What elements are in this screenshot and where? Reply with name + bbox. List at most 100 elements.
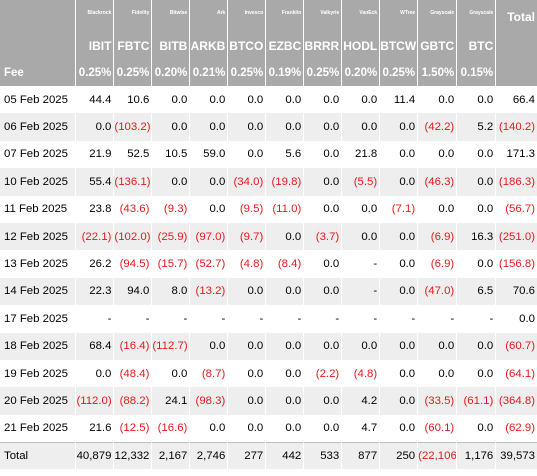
flow-value-ibit: 0.0 — [75, 359, 114, 388]
cumulative-total-gbtc: (22,106) — [417, 442, 457, 470]
table-row: 11 Feb 2025 23.8 (43.6) (9.3) 0.0 (9.5) (11.0)… — [0, 195, 537, 223]
flow-value-hodl: 0.0 — [341, 113, 380, 141]
table-row: 17 Feb 2025- - - - - - - - - - -0.0 — [0, 305, 537, 333]
flow-value-brrr: 0.0 — [303, 86, 342, 114]
flow-value-ezbc: (11.0) — [265, 195, 304, 223]
flow-value-ibit: (22.1) — [75, 222, 114, 251]
row-date: 19 Feb 2025 — [0, 359, 76, 388]
ticker-header: EZBC — [265, 33, 304, 59]
flow-value-arkb: 0.0 — [189, 414, 228, 443]
flow-value-brrr: 0.0 — [303, 250, 342, 278]
table-row: 05 Feb 2025 44.4 10.6 0.0 0.0 0.0 0.0 0.0 0.0 11.… — [0, 86, 537, 114]
row-date: 10 Feb 2025 — [0, 168, 76, 196]
grand-total: 39,573 — [495, 442, 537, 470]
flow-value-brrr: (2.2) — [303, 359, 342, 388]
flow-value-ezbc: 0.0 — [265, 387, 304, 415]
ticker-header: FBTC — [113, 33, 152, 59]
cumulative-total-btco: 277 — [227, 442, 266, 470]
table-row: 10 Feb 2025 55.4 (136.1) 0.0 0.0 (34.0) (19.8)… — [0, 168, 537, 196]
issuer-name: Grayscale — [417, 0, 457, 33]
ticker-header: BTC — [456, 33, 496, 59]
table-row: 20 Feb 2025 (112.0) (88.2) 24.1 (98.3) 0.0 0.0… — [0, 387, 537, 415]
flow-value-brrr: - — [303, 305, 342, 333]
table-header: Blackrock Fidelity Bitwise Ark Invesco F… — [0, 0, 537, 86]
flow-value-btc: 5.2 — [456, 113, 496, 141]
flow-value-brrr: 0.0 — [303, 414, 342, 443]
flow-value-ezbc: 0.0 — [265, 222, 304, 251]
row-date: 05 Feb 2025 — [0, 86, 76, 114]
ticker-header: HODL — [341, 33, 380, 59]
flow-value-btco: 0.0 — [227, 332, 266, 360]
flow-value-ezbc: 0.0 — [265, 113, 304, 141]
flow-value-bitb: (25.9) — [151, 222, 190, 251]
row-total: (60.7) — [495, 332, 537, 360]
flow-value-ibit: - — [75, 305, 114, 333]
cumulative-total-arkb: 2,746 — [189, 442, 228, 470]
flow-value-ezbc: - — [265, 305, 304, 333]
flow-value-arkb: (97.0) — [189, 222, 228, 251]
flow-value-btc: - — [456, 305, 496, 333]
row-total: 66.4 — [495, 86, 537, 114]
flow-value-btcw: 11.4 — [379, 86, 418, 114]
flow-value-fbtc: 10.6 — [113, 86, 152, 114]
flow-value-btco: 0.0 — [227, 113, 266, 141]
flow-value-gbtc: 0.0 — [417, 359, 457, 388]
flow-value-bitb: 10.5 — [151, 140, 190, 169]
ticker-header: GBTC — [417, 33, 457, 59]
flow-value-btcw: 0.0 — [379, 414, 418, 443]
table-row: 13 Feb 2025 26.2 (94.5) (15.7) (52.7) (4.8) (8… — [0, 250, 537, 278]
flow-value-btcw: 0.0 — [379, 277, 418, 306]
flow-value-arkb: (52.7) — [189, 250, 228, 278]
table-row: 07 Feb 2025 21.9 52.5 10.5 59.0 0.0 5.6 0.0 21.8… — [0, 140, 537, 169]
ticker-corner-cell — [0, 33, 76, 59]
flow-value-fbtc: (12.5) — [113, 414, 152, 443]
issuer-row: Blackrock Fidelity Bitwise Ark Invesco F… — [0, 0, 537, 59]
flow-value-ezbc: 0.0 — [265, 332, 304, 360]
flow-value-bitb: - — [151, 305, 190, 333]
flow-value-arkb: 0.0 — [189, 195, 228, 223]
cumulative-total-hodl: 877 — [341, 442, 380, 470]
flow-value-gbtc: - — [417, 305, 457, 333]
fee-value: 0.25% — [113, 59, 152, 86]
flow-value-btc: 0.0 — [456, 250, 496, 278]
ticker-header: BRRR — [303, 33, 342, 59]
flow-value-btc: 0.0 — [456, 359, 496, 388]
ticker-header: BTCW — [379, 33, 418, 59]
flow-value-bitb: (112.7) — [151, 332, 190, 360]
fee-value: 0.25% — [379, 59, 418, 86]
flow-value-fbtc: - — [113, 305, 152, 333]
row-total: 171.3 — [495, 140, 537, 169]
row-total: (251.0) — [495, 222, 537, 251]
issuer-name: WTree — [379, 0, 418, 33]
flow-value-btcw: 0.0 — [379, 140, 418, 169]
row-total: (62.9) — [495, 414, 537, 443]
table-row: 12 Feb 2025 (22.1) (102.0) (25.9) (97.0) (9.7… — [0, 222, 537, 251]
ticker-header: BITB — [151, 33, 190, 59]
cumulative-total-bitb: 2,167 — [151, 442, 190, 470]
flow-value-btc: 0.0 — [456, 86, 496, 114]
flow-value-arkb: 59.0 — [189, 140, 228, 169]
flow-value-arkb: (13.2) — [189, 277, 228, 306]
flow-value-fbtc: (136.1) — [113, 168, 152, 196]
flow-value-btc: 0.0 — [456, 195, 496, 223]
flow-value-fbtc: 94.0 — [113, 277, 152, 306]
flow-value-brrr: 0.0 — [303, 168, 342, 196]
flow-value-fbtc: (48.4) — [113, 359, 152, 388]
fee-row: Fee 0.25% 0.25% 0.20% 0.21% 0.25% 0.19% … — [0, 59, 537, 86]
row-date: 06 Feb 2025 — [0, 113, 76, 141]
flow-value-btc: 6.5 — [456, 277, 496, 306]
flow-value-brrr: 0.0 — [303, 140, 342, 169]
flow-value-hodl: - — [341, 277, 380, 306]
ticker-header: ARKB — [189, 33, 228, 59]
flow-value-arkb: 0.0 — [189, 113, 228, 141]
issuer-name: Blackrock — [75, 0, 114, 33]
flow-value-btc: 0.0 — [456, 414, 496, 443]
flow-value-ibit: 0.0 — [75, 113, 114, 141]
table-row: 06 Feb 2025 0.0 (103.2) 0.0 0.0 0.0 0.0 0.0 0.0 0… — [0, 113, 537, 141]
flow-value-btco: 0.0 — [227, 86, 266, 114]
row-date: 13 Feb 2025 — [0, 250, 76, 278]
flow-value-ezbc: 0.0 — [265, 277, 304, 306]
fee-value: 0.19% — [265, 59, 304, 86]
flow-value-hodl: 0.0 — [341, 86, 380, 114]
